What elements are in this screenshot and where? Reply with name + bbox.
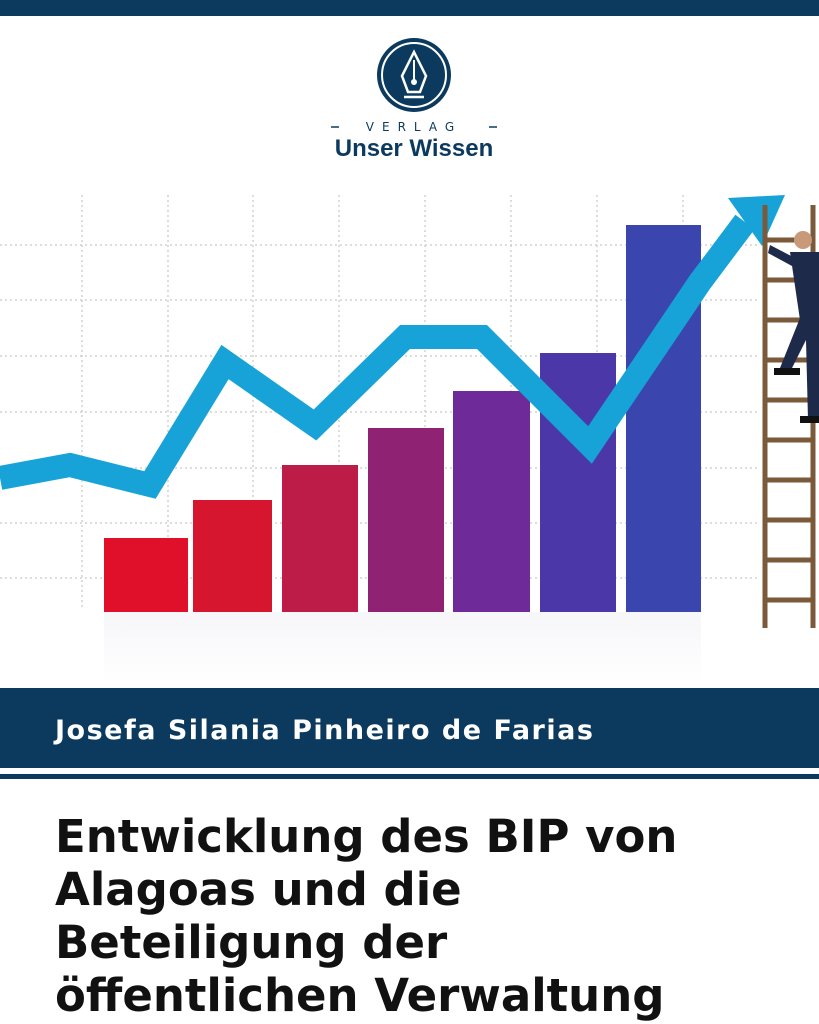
divider	[0, 774, 819, 779]
publisher-name: Unser Wissen	[335, 135, 494, 162]
author-band	[0, 688, 819, 768]
illustration-arrow	[0, 195, 785, 499]
author: Josefa Silania Pinheiro de Farias	[53, 715, 594, 746]
title-line: Alagoas und die	[55, 863, 462, 916]
title-line: Beteiligung der	[55, 916, 448, 969]
title-line: öffentlichen Verwaltung	[55, 969, 664, 1022]
publisher-logo	[377, 38, 451, 112]
publisher-imprint: VERLAG	[366, 120, 462, 134]
illustration-person	[768, 231, 819, 423]
illustration-bars	[100, 225, 705, 684]
top-bar	[0, 0, 819, 16]
title-line: Entwicklung des BIP von	[55, 810, 677, 863]
